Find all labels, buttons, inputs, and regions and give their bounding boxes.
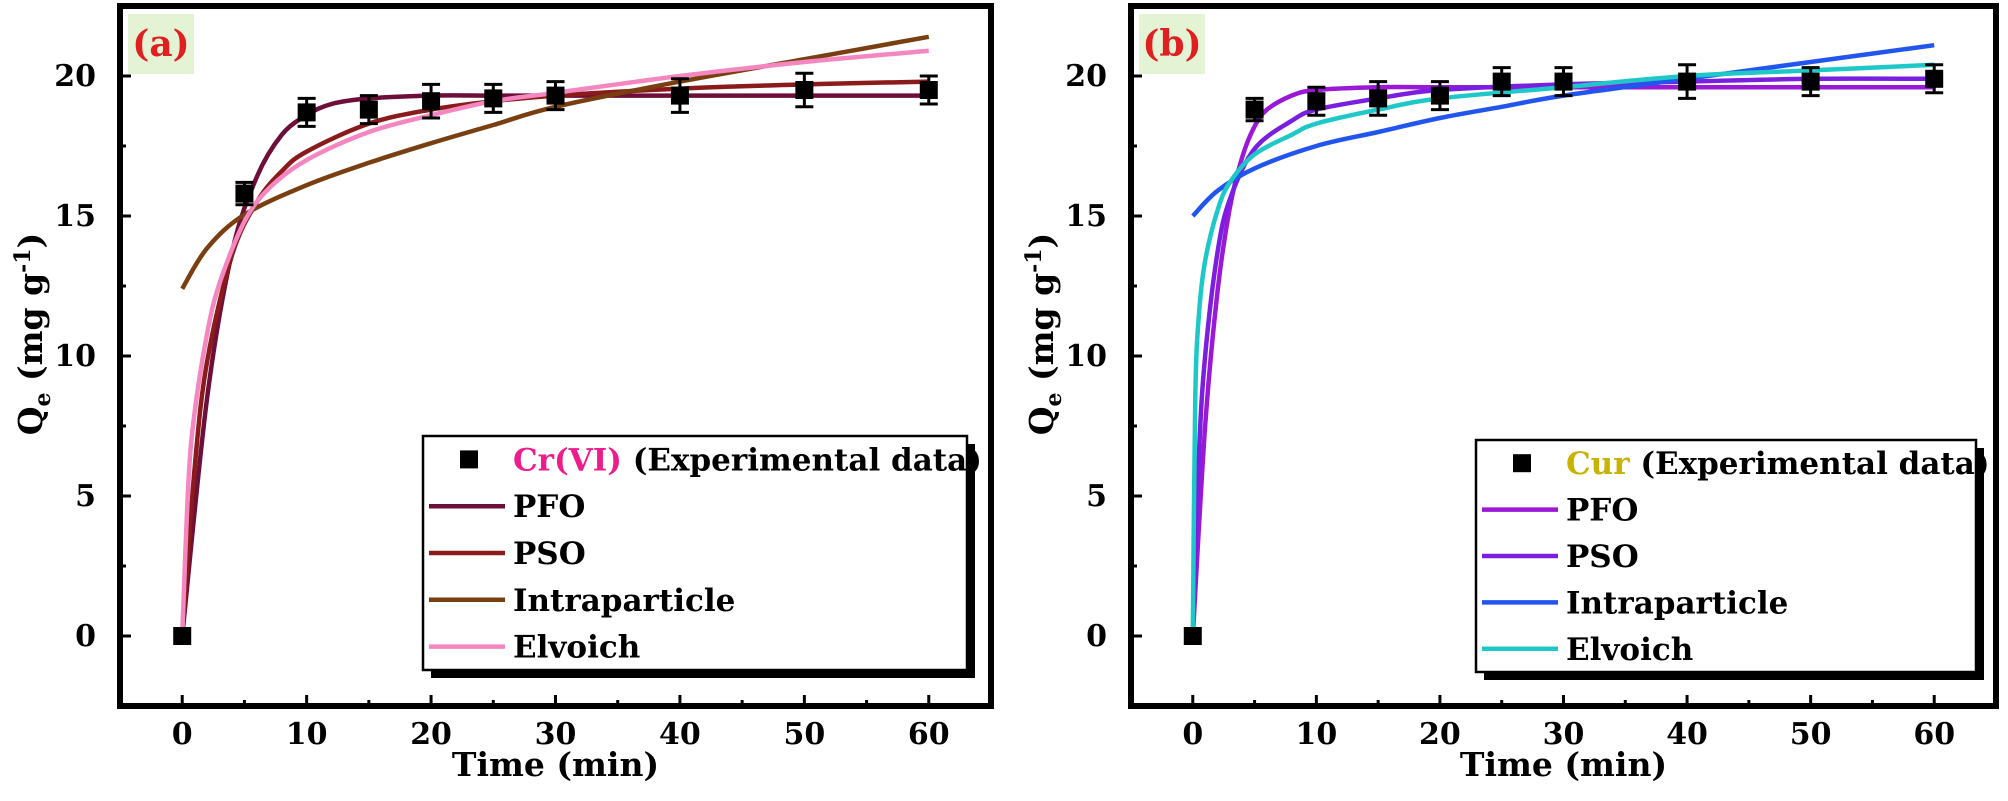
data-point (1430, 86, 1449, 105)
x-tick-label: 0 (172, 717, 193, 752)
x-tick-label: 10 (286, 717, 328, 752)
x-tick-label: 20 (410, 717, 452, 752)
data-point (484, 89, 503, 108)
x-tick-label: 10 (1295, 717, 1337, 752)
series-line-pso (179, 79, 929, 637)
data-point (1678, 72, 1697, 91)
data-point (359, 100, 378, 119)
data-point (1925, 69, 1944, 88)
plot-area (1183, 42, 1944, 645)
x-tick-label: 60 (908, 717, 950, 752)
data-point (1307, 92, 1326, 111)
panel-label-box (128, 14, 194, 74)
series-line-elvoich (179, 48, 929, 637)
y-tick-label: 10 (54, 339, 96, 374)
legend-label: Elvoich (513, 630, 640, 666)
y-axis-label: Qe (mg g-1) (10, 233, 56, 436)
panel-label: (a) (132, 23, 189, 65)
x-tick-label: 50 (1790, 717, 1832, 752)
legend: Cur (Experimental data) PFO PSO Intrapartic… (1474, 438, 1990, 680)
x-axis-label: Time (min) (1460, 745, 1667, 784)
legend-box (421, 434, 969, 672)
data-point (546, 86, 565, 105)
series-line-intraparticle (1191, 42, 1935, 218)
legend-label: PSO (513, 536, 586, 572)
x-axis-label: Time (min) (452, 745, 659, 784)
x-tick-label: 30 (535, 717, 577, 752)
data-point (1245, 100, 1264, 119)
y-tick-label: 20 (1065, 59, 1107, 94)
series-line-intraparticle (180, 34, 930, 290)
x-tick-label: 20 (1419, 717, 1461, 752)
legend-label: PFO (1566, 493, 1638, 529)
data-point (1369, 89, 1388, 108)
y-axis-label: Qe (mg g-1) (1021, 233, 1067, 436)
x-tick-label: 60 (1913, 717, 1955, 752)
x-tick-label: 40 (1666, 717, 1708, 752)
data-point (1183, 627, 1202, 645)
data-point (1554, 72, 1573, 91)
x-tick-label: 40 (659, 717, 701, 752)
y-tick-label: 15 (1065, 199, 1107, 234)
legend-label: Intraparticle (1566, 585, 1788, 621)
data-point (297, 103, 316, 122)
legend-marker (1513, 454, 1531, 473)
data-point (1801, 72, 1820, 91)
y-tick-label: 0 (1086, 619, 1107, 654)
legend-label-experimental: Cr(VI) (Experimental data) (513, 442, 982, 478)
series-line-pfo (179, 93, 929, 637)
legend-label: PFO (513, 489, 585, 525)
y-tick-label: 10 (1065, 339, 1107, 374)
y-tick-label: 5 (1086, 479, 1107, 514)
data-point (919, 81, 938, 99)
data-point (235, 184, 254, 203)
legend: Cr(VI) (Experimental data) PFO PSO Intrapar… (421, 434, 982, 678)
panel-label: (b) (1142, 23, 1201, 65)
y-tick-label: 5 (75, 479, 96, 514)
data-point (173, 627, 192, 645)
y-tick-label: 20 (54, 59, 96, 94)
data-point (670, 86, 689, 105)
legend-label: Elvoich (1566, 632, 1693, 668)
y-tick-label: 0 (75, 619, 96, 654)
data-point (422, 92, 441, 111)
legend-box (1474, 438, 1978, 674)
panel-label-box (1139, 14, 1205, 74)
y-tick-label: 15 (54, 199, 96, 234)
legend-label: PSO (1566, 539, 1639, 575)
x-tick-label: 0 (1182, 717, 1203, 752)
legend-marker (460, 450, 478, 469)
data-point (1492, 72, 1511, 91)
data-point (795, 81, 814, 99)
x-tick-label: 30 (1543, 717, 1585, 752)
plot-area (173, 34, 938, 645)
legend-label-experimental: Cur (Experimental data) (1566, 446, 1990, 482)
x-tick-label: 50 (783, 717, 825, 752)
legend-label: Intraparticle (513, 583, 735, 619)
